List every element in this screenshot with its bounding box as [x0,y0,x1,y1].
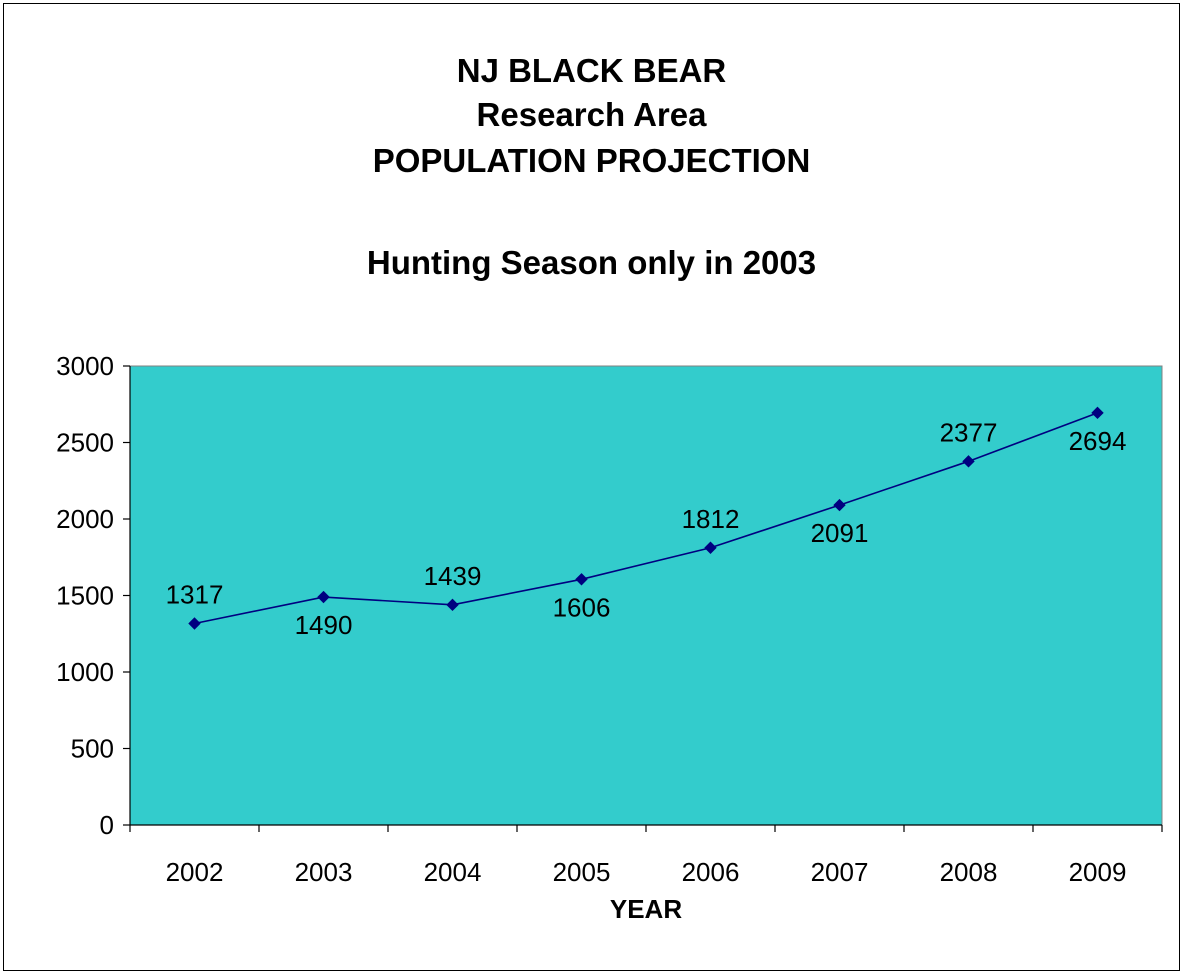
series-group: 1317 1490 1439 1606 1812 2091 2377 2694 [166,406,1127,640]
x-tick-label: 2009 [1069,857,1127,887]
data-label: 2091 [811,518,869,548]
y-tick-label: 2000 [56,504,114,534]
x-tick-label: 2008 [940,857,998,887]
data-point-marker [704,541,717,554]
data-label: 1812 [682,504,740,534]
chart-subtitle: Hunting Season only in 2003 [366,244,817,281]
chart-title-line-3: POPULATION PROJECTION [372,142,811,179]
x-axis: 2002 2003 2004 2005 2006 2007 2008 2009 [129,824,1163,887]
y-axis: 0 500 1000 1500 2000 2500 3000 [56,351,131,840]
data-label: 2694 [1069,426,1127,456]
x-tick-label: 2007 [811,857,869,887]
data-point-marker [188,617,201,630]
y-tick-label: 500 [71,734,114,764]
data-point-marker [575,573,588,586]
data-point-marker [962,455,975,468]
x-tick-label: 2002 [166,857,224,887]
series-line [194,412,1098,625]
data-label: 1490 [295,610,353,640]
x-axis-title: YEAR [610,894,682,924]
y-tick-label: 2500 [56,428,114,458]
plot-area [129,365,1163,826]
chart-title-line-2: Research Area [476,96,707,133]
data-label: 1439 [424,561,482,591]
data-point-marker [1091,406,1104,420]
x-tick-label: 2003 [295,857,353,887]
y-tick-label: 0 [100,810,114,840]
data-point-marker [833,498,846,512]
data-label: 1606 [553,592,611,622]
x-tick-label: 2004 [424,857,482,887]
chart-title-line-1: NJ BLACK BEAR [456,52,727,89]
data-point-marker [317,590,330,604]
y-tick-label: 3000 [56,351,114,381]
data-label: 1317 [166,579,224,609]
data-point-marker [446,598,459,612]
x-tick-label: 2005 [553,857,611,887]
y-tick-label: 1000 [56,657,114,687]
x-tick-label: 2006 [682,857,740,887]
y-tick-label: 1500 [56,581,114,611]
data-label: 2377 [940,417,998,447]
